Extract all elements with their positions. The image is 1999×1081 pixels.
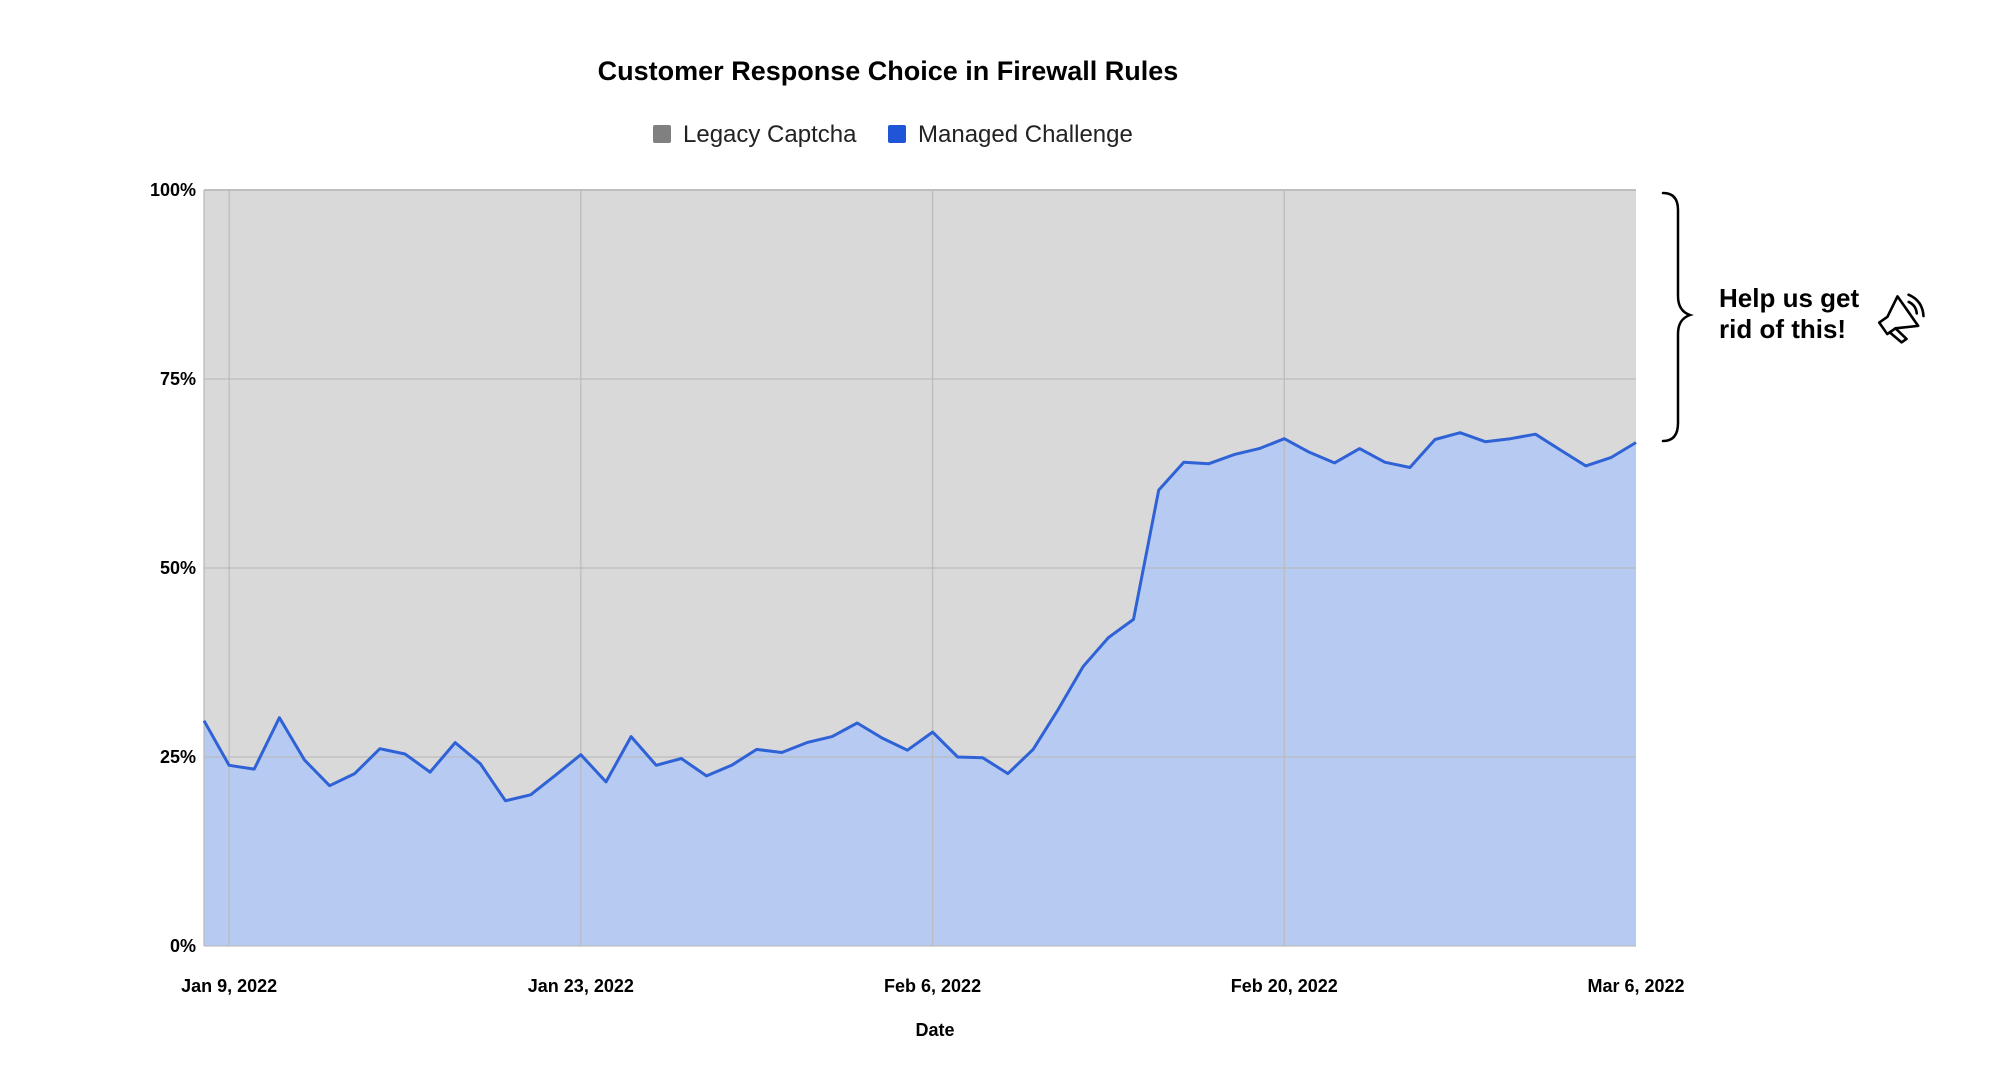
legend-label-managed-challenge: Managed Challenge <box>918 121 1133 148</box>
y-axis: 0% 25% 50% 75% 100% <box>150 180 196 956</box>
x-axis: Jan 9, 2022 Jan 23, 2022 Feb 6, 2022 Feb 20… <box>181 976 1684 996</box>
y-tick-label: 50% <box>160 558 196 578</box>
legend-label-legacy-captcha: Legacy Captcha <box>683 121 857 148</box>
callout-text-line-1: Help us get <box>1719 283 1859 313</box>
y-tick-label: 100% <box>150 180 196 200</box>
x-tick-label: Feb 20, 2022 <box>1231 976 1338 996</box>
x-tick-label: Feb 6, 2022 <box>884 976 981 996</box>
x-tick-label: Jan 9, 2022 <box>181 976 277 996</box>
y-tick-label: 0% <box>170 936 196 956</box>
megaphone-icon <box>1877 293 1925 344</box>
callout-brace <box>1661 191 1694 443</box>
legend: Legacy Captcha Managed Challenge <box>653 121 1133 148</box>
legend-swatch-legacy-captcha <box>653 125 671 143</box>
series-layer <box>204 432 1636 946</box>
x-axis-title: Date <box>915 1020 954 1040</box>
area-managed-challenge <box>204 432 1636 946</box>
line-managed-challenge <box>202 431 1637 803</box>
callout-text-line-2: rid of this! <box>1719 314 1846 344</box>
x-tick-label: Mar 6, 2022 <box>1587 976 1684 996</box>
chart-title: Customer Response Choice in Firewall Rul… <box>598 56 1179 86</box>
y-tick-label: 25% <box>160 747 196 767</box>
series-managed-challenge <box>202 431 1637 803</box>
x-tick-label: Jan 23, 2022 <box>528 976 634 996</box>
legend-swatch-managed-challenge <box>888 125 906 143</box>
y-tick-label: 75% <box>160 369 196 389</box>
